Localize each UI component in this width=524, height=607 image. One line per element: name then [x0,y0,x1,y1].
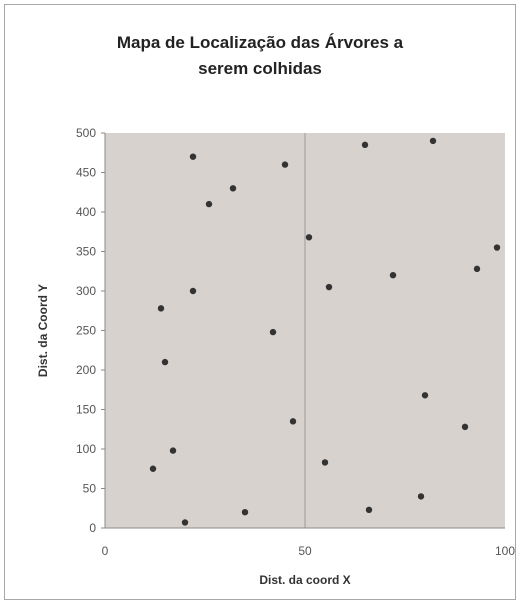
data-point [429,137,437,145]
chart-title: Mapa de Localização das Árvores a serem … [0,30,520,82]
y-tick-label: 150 [76,403,96,417]
data-point [361,141,369,149]
data-point [325,283,333,291]
data-point [157,305,165,312]
data-point [473,265,481,273]
x-axis-label: Dist. da coord X [259,573,350,587]
data-point [229,185,237,192]
y-tick-label: 300 [76,284,96,298]
y-tick-label: 200 [76,363,96,377]
data-point [189,287,197,295]
data-point [281,161,289,168]
y-tick-label: 50 [83,482,97,496]
data-point [493,244,501,251]
data-point [189,153,197,160]
y-tick-label: 400 [76,205,96,219]
chart-title-line2: serem colhidas [198,59,322,78]
y-tick-label: 100 [76,442,96,456]
data-point [305,234,313,241]
y-axis-label: Dist. da Coord Y [36,284,50,377]
data-point [149,465,157,472]
chart-title-line1: Mapa de Localização das Árvores a [116,33,404,52]
y-tick-label: 0 [89,521,96,535]
x-tick-label: 100 [495,544,515,558]
data-point [269,328,277,336]
data-point [289,418,297,425]
x-tick-label: 50 [298,544,312,558]
data-point [205,200,213,208]
y-tick-label: 500 [76,126,96,140]
data-point [181,519,189,526]
y-tick-label: 450 [76,166,96,180]
y-tick-label: 350 [76,245,96,259]
data-point [321,459,329,466]
data-point [241,509,249,516]
data-point [461,423,469,431]
data-point [365,506,373,514]
data-point [161,358,169,366]
x-tick-label: 0 [102,544,109,558]
data-point [169,447,177,454]
data-point [389,272,397,279]
data-point [421,392,429,399]
y-tick-label: 250 [76,324,96,338]
data-point [417,493,425,500]
